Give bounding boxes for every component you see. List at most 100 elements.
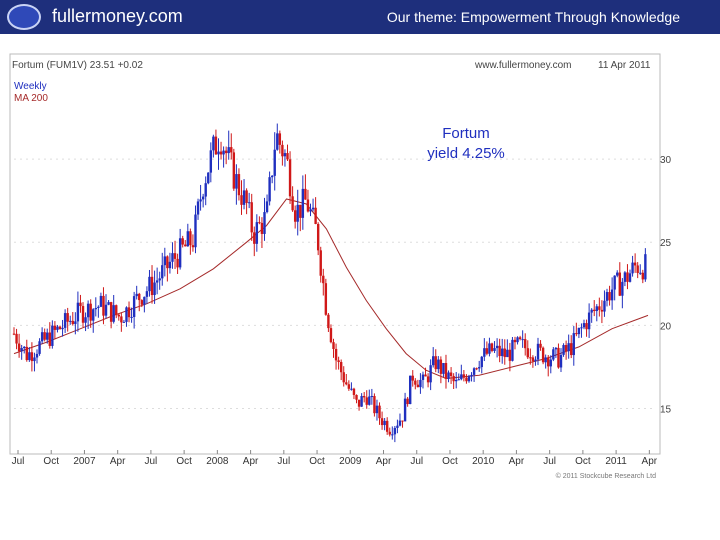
weekly-bar: [155, 267, 159, 295]
weekly-bar: [396, 419, 399, 434]
weekly-bar: [56, 325, 59, 333]
weekly-bar: [299, 204, 302, 232]
weekly-bar: [189, 228, 192, 255]
weekly-bar: [541, 346, 545, 365]
weekly-bar: [150, 265, 154, 304]
weekly-bar: [385, 417, 389, 435]
weekly-bar: [636, 262, 639, 279]
weekly-bar: [178, 228, 182, 270]
weekly-bar: [38, 338, 41, 356]
x-tick-14: 2010: [472, 456, 495, 467]
weekly-bar: [337, 356, 340, 370]
weekly-bar: [536, 337, 540, 366]
weekly-bar: [475, 367, 478, 371]
weekly-bar: [28, 347, 31, 362]
weekly-bar: [485, 341, 489, 356]
weekly-bar: [424, 367, 427, 377]
x-tick-8: Jul: [277, 456, 290, 467]
weekly-bar: [324, 278, 328, 316]
weekly-bar: [347, 380, 351, 391]
weekly-bar: [544, 354, 547, 369]
weekly-bar: [621, 278, 624, 309]
chart-title: Fortum (FUM1V) 23.51 +0.02: [12, 60, 143, 71]
weekly-bar: [329, 324, 333, 344]
weekly-bar: [554, 347, 558, 358]
weekly-bar: [564, 340, 568, 360]
weekly-bar: [460, 364, 463, 381]
weekly-bar: [452, 373, 455, 390]
weekly-bar: [217, 138, 220, 170]
weekly-bar: [230, 133, 233, 160]
weekly-bar: [306, 189, 310, 213]
legend-weekly: Weekly: [14, 81, 47, 92]
weekly-bar: [478, 360, 481, 372]
x-tick-16: Jul: [543, 456, 556, 467]
weekly-bar: [227, 130, 230, 160]
weekly-bar: [181, 235, 184, 248]
weekly-bar: [235, 164, 238, 205]
weekly-bar: [616, 270, 619, 278]
x-tick-13: Oct: [442, 456, 458, 467]
weekly-bar: [567, 334, 570, 359]
weekly-bar: [375, 399, 379, 421]
weekly-bar: [245, 188, 248, 215]
weekly-bar: [457, 373, 460, 381]
weekly-bar: [508, 342, 512, 372]
x-tick-4: Jul: [145, 456, 158, 467]
weekly-bar: [258, 216, 261, 225]
weekly-bar: [401, 420, 404, 428]
weekly-bar: [74, 312, 77, 335]
weekly-bar: [263, 197, 266, 241]
weekly-bar: [296, 189, 299, 236]
weekly-bar: [618, 262, 621, 297]
weekly-bar: [76, 291, 80, 332]
weekly-bar: [490, 342, 494, 353]
weekly-bar: [276, 123, 279, 151]
weekly-bar: [513, 336, 517, 350]
weekly-bar: [278, 130, 282, 154]
weekly-bar: [631, 255, 634, 277]
weekly-bar: [201, 193, 205, 208]
weekly-bar: [130, 307, 133, 323]
weekly-bar: [373, 393, 376, 417]
x-tick-15: Apr: [509, 456, 525, 467]
weekly-bar: [449, 367, 453, 384]
legend-ma200: MA 200: [14, 93, 48, 104]
weekly-bar: [286, 144, 289, 162]
weekly-bar: [403, 392, 407, 422]
weekly-bar: [166, 255, 169, 282]
weekly-bar: [483, 338, 486, 362]
weekly-bar: [145, 286, 149, 304]
x-tick-2: 2007: [73, 456, 96, 467]
weekly-bar: [104, 294, 108, 319]
weekly-bar: [421, 371, 425, 389]
weekly-bar: [309, 203, 312, 217]
weekly-bar: [253, 226, 256, 257]
weekly-bar: [368, 389, 371, 406]
weekly-bar: [30, 342, 34, 372]
weekly-bar: [352, 387, 356, 400]
x-tick-6: 2008: [206, 456, 229, 467]
price-bars-layer: [12, 123, 647, 443]
weekly-bar: [89, 299, 92, 328]
brand-name: fullermoney.com: [52, 6, 183, 26]
weekly-bar: [644, 248, 647, 282]
weekly-bar: [69, 315, 72, 325]
weekly-bar: [204, 176, 207, 206]
weekly-bar: [247, 192, 251, 209]
y-axis: 15 20 25 30: [660, 155, 672, 415]
weekly-bar: [488, 337, 491, 357]
weekly-bar: [526, 340, 529, 360]
weekly-bar: [61, 319, 64, 337]
weekly-bar: [342, 366, 345, 387]
weekly-bar: [465, 374, 468, 384]
weekly-bar: [94, 297, 97, 317]
weekly-bar: [521, 330, 524, 348]
plot-frame: [9, 53, 661, 455]
weekly-bar: [207, 172, 210, 185]
weekly-bar: [641, 269, 644, 284]
weekly-bar: [268, 171, 271, 206]
weekly-bar: [291, 186, 294, 212]
weekly-bar: [125, 306, 128, 327]
x-tick-3: Apr: [110, 456, 126, 467]
